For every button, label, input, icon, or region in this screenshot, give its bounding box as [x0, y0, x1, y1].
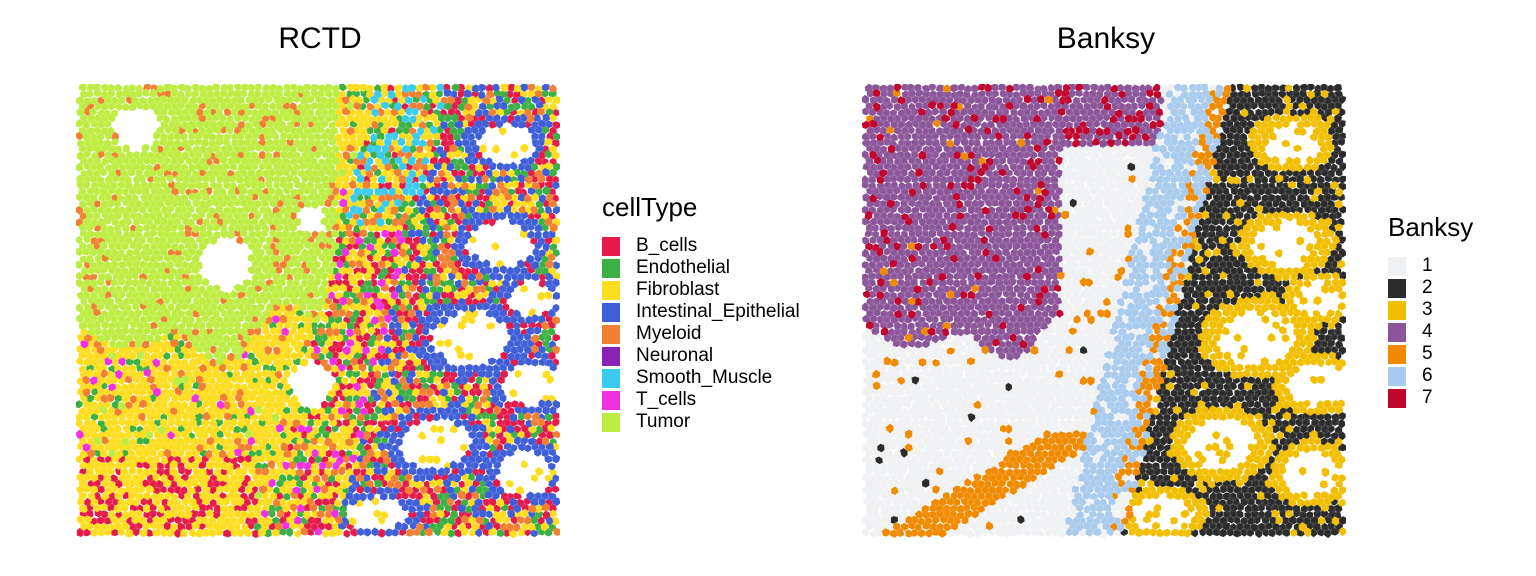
legend-swatch: [1388, 344, 1406, 364]
legend-swatch: [1388, 322, 1406, 342]
legend-title: cellType: [602, 192, 698, 222]
legend-item: T_cells: [602, 389, 800, 411]
legend-swatch: [1388, 300, 1406, 320]
banksy-plot-title: Banksy: [1056, 22, 1156, 55]
legend-item: Neuronal: [602, 345, 800, 367]
legend-item: 3: [1388, 299, 1473, 321]
legend-item: 5: [1388, 343, 1473, 365]
legend-swatch: [602, 368, 620, 388]
legend-item: 4: [1388, 321, 1473, 343]
banksy-spatial-plot: [862, 84, 1346, 538]
cells-tumor: [76, 84, 358, 500]
legend-item: 2: [1388, 277, 1473, 299]
legend-swatch: [602, 302, 620, 322]
legend-item: 6: [1388, 365, 1473, 387]
legend-item: Myeloid: [602, 323, 800, 345]
legend-swatch: [1388, 278, 1406, 298]
legend-item: Smooth_Muscle: [602, 367, 800, 389]
legend-label: Fibroblast: [636, 279, 720, 300]
legend-label: 2: [1422, 277, 1433, 298]
legend-label: T_cells: [636, 389, 697, 410]
cells-7: [862, 84, 1165, 349]
legend-swatch: [602, 412, 620, 432]
cells-1: [862, 84, 1231, 538]
legend-item: Endothelial: [602, 257, 800, 279]
rctd-spatial-plot: [76, 84, 560, 538]
rctd-plot-title: RCTD: [278, 22, 362, 55]
legend-label: Neuronal: [636, 345, 714, 366]
legend-swatch: [602, 236, 620, 256]
legend-label: Smooth_Muscle: [636, 367, 773, 388]
legend-label: Myeloid: [636, 323, 702, 344]
legend-swatch: [602, 324, 620, 344]
legend-item: 1: [1388, 255, 1473, 277]
legend-label: 1: [1422, 255, 1433, 276]
legend-label: 5: [1422, 343, 1433, 364]
legend-label: Intestinal_Epithelial: [636, 301, 800, 322]
cells-smooth-muscle: [345, 84, 445, 228]
legend-item: Tumor: [602, 411, 800, 433]
cells-4: [862, 84, 1165, 361]
legend-swatch: [602, 258, 620, 278]
legend-label: B_cells: [636, 235, 698, 256]
celltype-legend: cellType B_cells Endothelial Fibroblast Int…: [602, 192, 800, 433]
legend-swatch: [602, 280, 620, 300]
legend-label: 3: [1422, 299, 1433, 320]
legend-item: Fibroblast: [602, 279, 800, 301]
legend-items: B_cells Endothelial Fibroblast Intestinal_E…: [602, 235, 800, 433]
legend-label: 4: [1422, 321, 1433, 342]
legend-label: Tumor: [636, 411, 691, 432]
legend-swatch: [602, 390, 620, 410]
legend-title: Banksy: [1388, 212, 1474, 242]
legend-swatch: [1388, 366, 1406, 386]
cells-6: [1064, 84, 1224, 537]
legend-swatch: [1388, 256, 1406, 276]
legend-label: Endothelial: [636, 257, 731, 278]
legend-label: 6: [1422, 365, 1433, 386]
legend-swatch: [602, 346, 620, 366]
legend-item: 7: [1388, 387, 1473, 409]
cells-intestinal-epithelial: [337, 84, 560, 538]
legend-item: B_cells: [602, 235, 800, 257]
legend-swatch: [1388, 388, 1406, 408]
cells-t-cells: [76, 187, 406, 536]
legend-item: Intestinal_Epithelial: [602, 301, 800, 323]
legend-label: 7: [1422, 387, 1433, 408]
